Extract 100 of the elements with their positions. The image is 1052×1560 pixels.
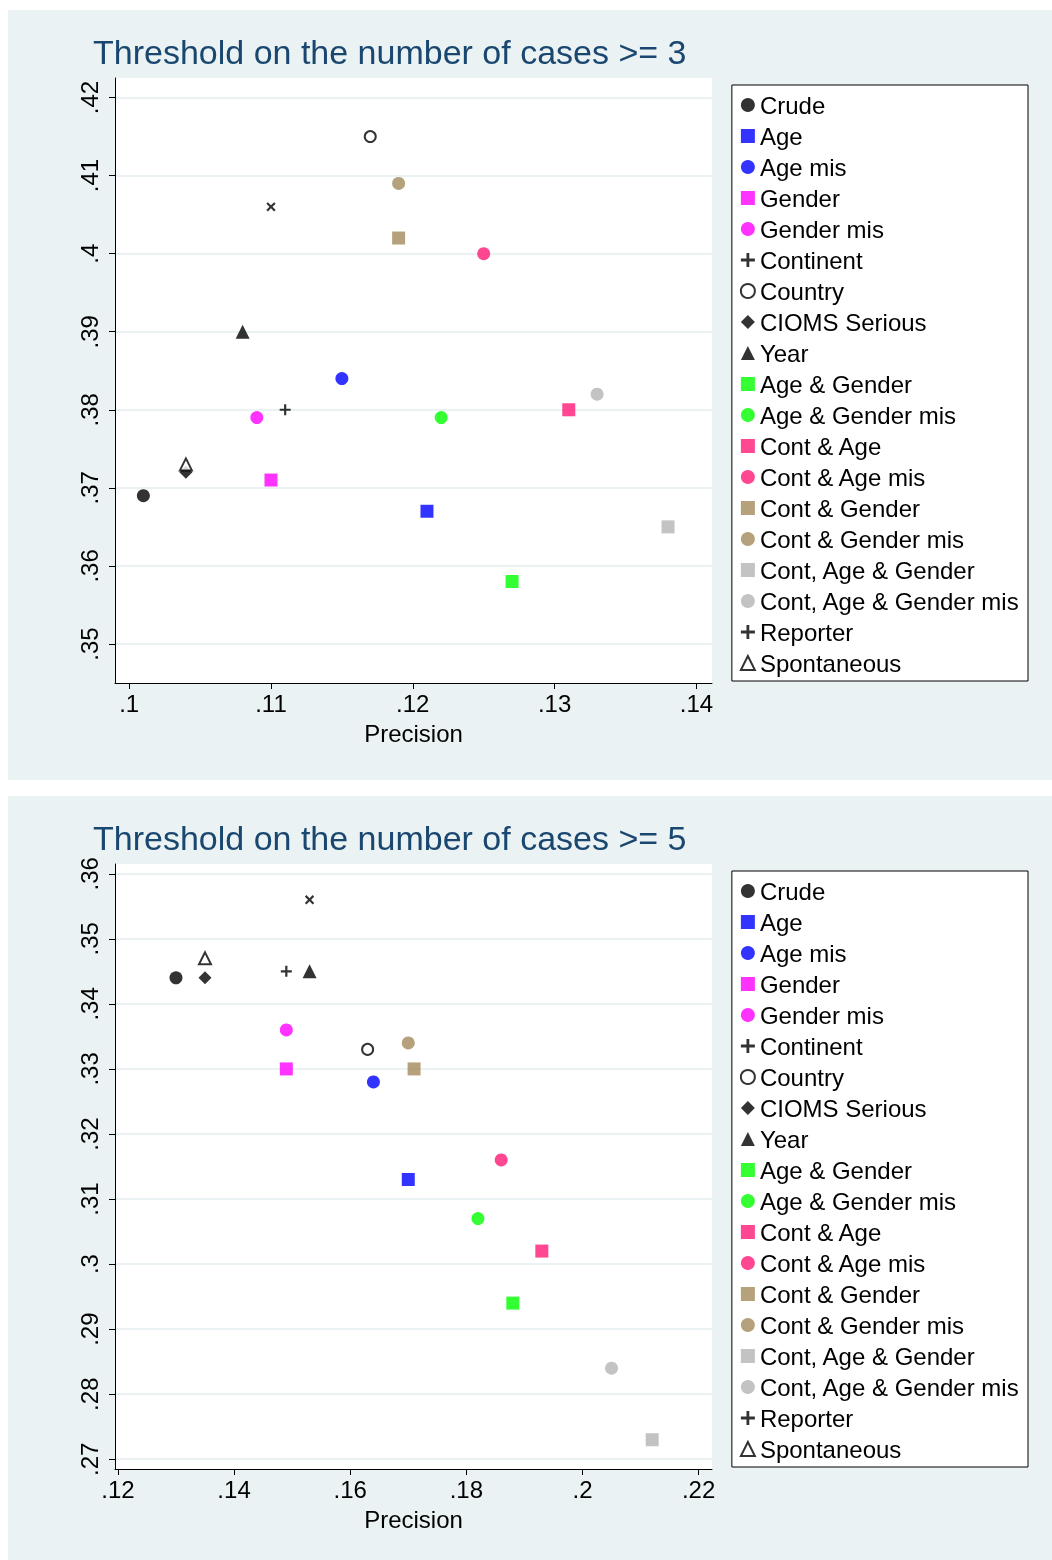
legend-label: Spontaneous — [759, 1435, 902, 1463]
x-tick-label: .16 — [333, 1475, 367, 1503]
point — [605, 1361, 619, 1375]
point — [304, 895, 315, 905]
point — [136, 489, 150, 503]
point — [392, 231, 406, 245]
legend-label: Cont & Gender — [759, 1280, 920, 1308]
point — [250, 411, 264, 425]
y-tick-label: .34 — [75, 987, 103, 1021]
y-tick-label: .38 — [75, 393, 103, 427]
point — [590, 387, 604, 401]
point — [645, 1433, 659, 1447]
point — [264, 473, 278, 487]
legend-label: Crude — [759, 91, 826, 119]
point — [392, 176, 406, 190]
y-tick-label: .42 — [75, 80, 103, 115]
x-tick-label: .22 — [681, 1475, 716, 1503]
point — [506, 1296, 520, 1310]
x-tick-label: .14 — [679, 689, 714, 717]
point — [235, 324, 250, 339]
point — [661, 520, 675, 534]
legend-label: Gender — [759, 970, 840, 998]
legend-label: Gender mis — [759, 1001, 884, 1029]
legend-label: Cont & Gender mis — [759, 1311, 964, 1339]
point — [169, 971, 183, 985]
point — [562, 403, 576, 417]
legend-label: Cont & Gender — [759, 494, 920, 522]
legend-label: Age — [759, 908, 803, 936]
point — [361, 1042, 375, 1056]
legend-label: Cont & Gender mis — [759, 525, 964, 553]
point — [198, 951, 213, 966]
point — [494, 1153, 508, 1167]
legend-label: Cont & Age — [759, 432, 882, 460]
legend-label: Cont, Age & Gender mis — [759, 1373, 1019, 1401]
point — [178, 457, 193, 472]
y-tick-label: .29 — [75, 1312, 103, 1346]
legend-label: Continent — [759, 1032, 863, 1060]
point — [401, 1036, 415, 1050]
legend-label: CIOMS Serious — [759, 308, 927, 336]
legend-label: Age & Gender — [759, 1156, 912, 1184]
point — [535, 1244, 549, 1258]
chart-title: Threshold on the number of cases >= 3 — [93, 33, 687, 71]
x-tick-label: .2 — [572, 1475, 593, 1503]
x-tick-label: .11 — [255, 689, 287, 717]
y-tick-label: .35 — [75, 922, 103, 956]
y-tick-label: .28 — [75, 1377, 103, 1411]
point — [266, 202, 276, 212]
legend-label: Age & Gender — [759, 370, 912, 398]
legend-label: Year — [759, 339, 809, 367]
point — [279, 1023, 293, 1037]
legend-label: Crude — [759, 877, 826, 905]
legend-label: Age & Gender mis — [759, 1187, 956, 1215]
point — [407, 1062, 421, 1076]
point — [477, 247, 491, 261]
legend-label: Country — [759, 277, 844, 305]
y-tick-label: .36 — [75, 857, 103, 891]
point — [366, 1075, 380, 1089]
legend-label: Gender — [759, 184, 840, 212]
legend-label: Age mis — [759, 153, 847, 181]
legend-label: Age & Gender mis — [759, 401, 956, 429]
point — [279, 404, 291, 416]
x-axis-title: Precision — [364, 1505, 463, 1533]
point — [279, 1062, 293, 1076]
legend-label: Age — [759, 122, 803, 150]
legend-label: Country — [759, 1063, 844, 1091]
legend-label: Reporter — [759, 618, 854, 646]
point — [505, 575, 519, 589]
legend-label: Cont, Age & Gender — [759, 556, 975, 584]
y-tick-label: .27 — [75, 1442, 103, 1476]
legend-label: Cont & Age — [759, 1218, 882, 1246]
x-tick-label: .12 — [396, 689, 430, 717]
x-tick-label: .14 — [217, 1475, 251, 1503]
x-tick-label: .1 — [119, 689, 140, 717]
legend-label: Continent — [759, 246, 863, 274]
y-tick-label: .41 — [75, 158, 103, 193]
x-tick-label: .12 — [101, 1475, 135, 1503]
point — [363, 130, 377, 144]
y-tick-label: .37 — [75, 471, 103, 505]
point — [420, 504, 434, 518]
point — [302, 964, 317, 979]
y-tick-label: .35 — [75, 627, 103, 661]
y-tick-label: .3 — [75, 1254, 103, 1275]
legend-label: Cont, Age & Gender — [759, 1342, 975, 1370]
legend-label: Reporter — [759, 1404, 854, 1432]
y-tick-label: .31 — [75, 1182, 103, 1216]
x-tick-label: .18 — [449, 1475, 484, 1503]
legend-label: Cont & Age mis — [759, 463, 926, 491]
legend-label: Spontaneous — [759, 649, 902, 677]
legend-label: Cont, Age & Gender mis — [759, 587, 1019, 615]
point — [335, 372, 349, 386]
legend-label: Age mis — [759, 939, 847, 967]
y-tick-label: .39 — [75, 315, 103, 349]
point — [434, 411, 448, 425]
legend-label: Cont & Age mis — [759, 1249, 926, 1277]
x-tick-label: .13 — [537, 689, 572, 717]
legend-label: Year — [759, 1125, 809, 1153]
legend-label: CIOMS Serious — [759, 1094, 927, 1122]
x-axis-title: Precision — [364, 719, 463, 747]
y-tick-label: .32 — [75, 1117, 103, 1151]
y-tick-label: .4 — [75, 243, 103, 264]
